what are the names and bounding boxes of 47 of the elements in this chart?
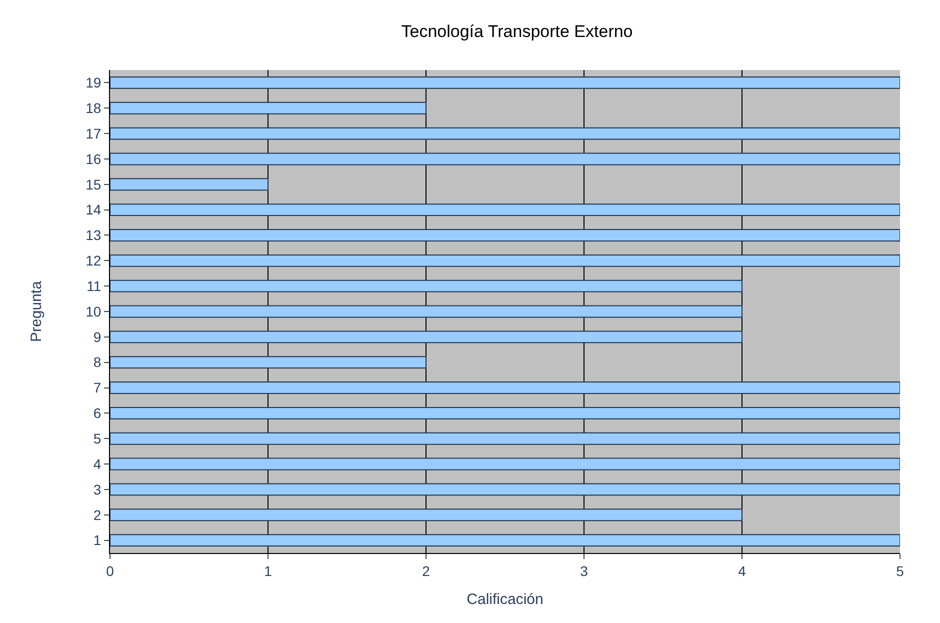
x-tick-label: 4 xyxy=(738,562,746,579)
bar xyxy=(110,356,426,369)
y-axis-title: Pregunta xyxy=(28,280,45,342)
bar xyxy=(110,406,900,420)
bar xyxy=(110,534,900,547)
y-tick-label: 14 xyxy=(86,202,102,218)
y-tick-label: 18 xyxy=(86,100,102,116)
chart-title: Tecnología Transporte Externo xyxy=(401,22,633,41)
y-tick-label: 12 xyxy=(86,252,102,269)
y-tick-label: 13 xyxy=(86,227,102,244)
x-axis-title: Calificación xyxy=(466,590,544,608)
bar xyxy=(110,458,900,470)
bar xyxy=(110,483,900,496)
y-tick-label: 4 xyxy=(93,456,102,472)
x-tick-label: 3 xyxy=(580,562,588,579)
y-tick-label: 17 xyxy=(86,125,102,142)
y-tick-label: 8 xyxy=(93,354,102,370)
y-tick-label: 9 xyxy=(93,328,102,345)
y-tick-label: 19 xyxy=(86,74,102,91)
bar xyxy=(110,280,742,292)
bar xyxy=(110,229,900,242)
y-tick-label: 10 xyxy=(86,303,102,320)
bar xyxy=(110,382,900,394)
x-tick-label: 5 xyxy=(896,562,904,579)
bar xyxy=(110,508,742,522)
bar xyxy=(110,178,268,191)
bar xyxy=(110,330,742,344)
y-tick-label: 15 xyxy=(86,176,102,192)
y-tick-label: 1 xyxy=(93,532,102,548)
y-tick-label: 3 xyxy=(93,481,102,498)
y-tick-label: 5 xyxy=(93,430,102,447)
bar xyxy=(110,254,900,267)
x-tick-label: 2 xyxy=(422,562,430,579)
x-tick-label: 1 xyxy=(264,562,272,579)
bar xyxy=(110,432,900,445)
x-tick-label: 0 xyxy=(106,562,114,579)
y-tick-label: 2 xyxy=(93,506,102,523)
y-tick-label: 7 xyxy=(93,380,102,396)
bar xyxy=(110,127,900,140)
bar xyxy=(110,102,426,114)
y-tick-label: 16 xyxy=(86,150,102,167)
bar xyxy=(110,204,900,216)
y-tick-label: 11 xyxy=(86,278,102,294)
bar xyxy=(110,76,900,89)
bar xyxy=(110,152,900,166)
y-tick-label: 6 xyxy=(93,405,102,422)
bar xyxy=(110,305,742,318)
